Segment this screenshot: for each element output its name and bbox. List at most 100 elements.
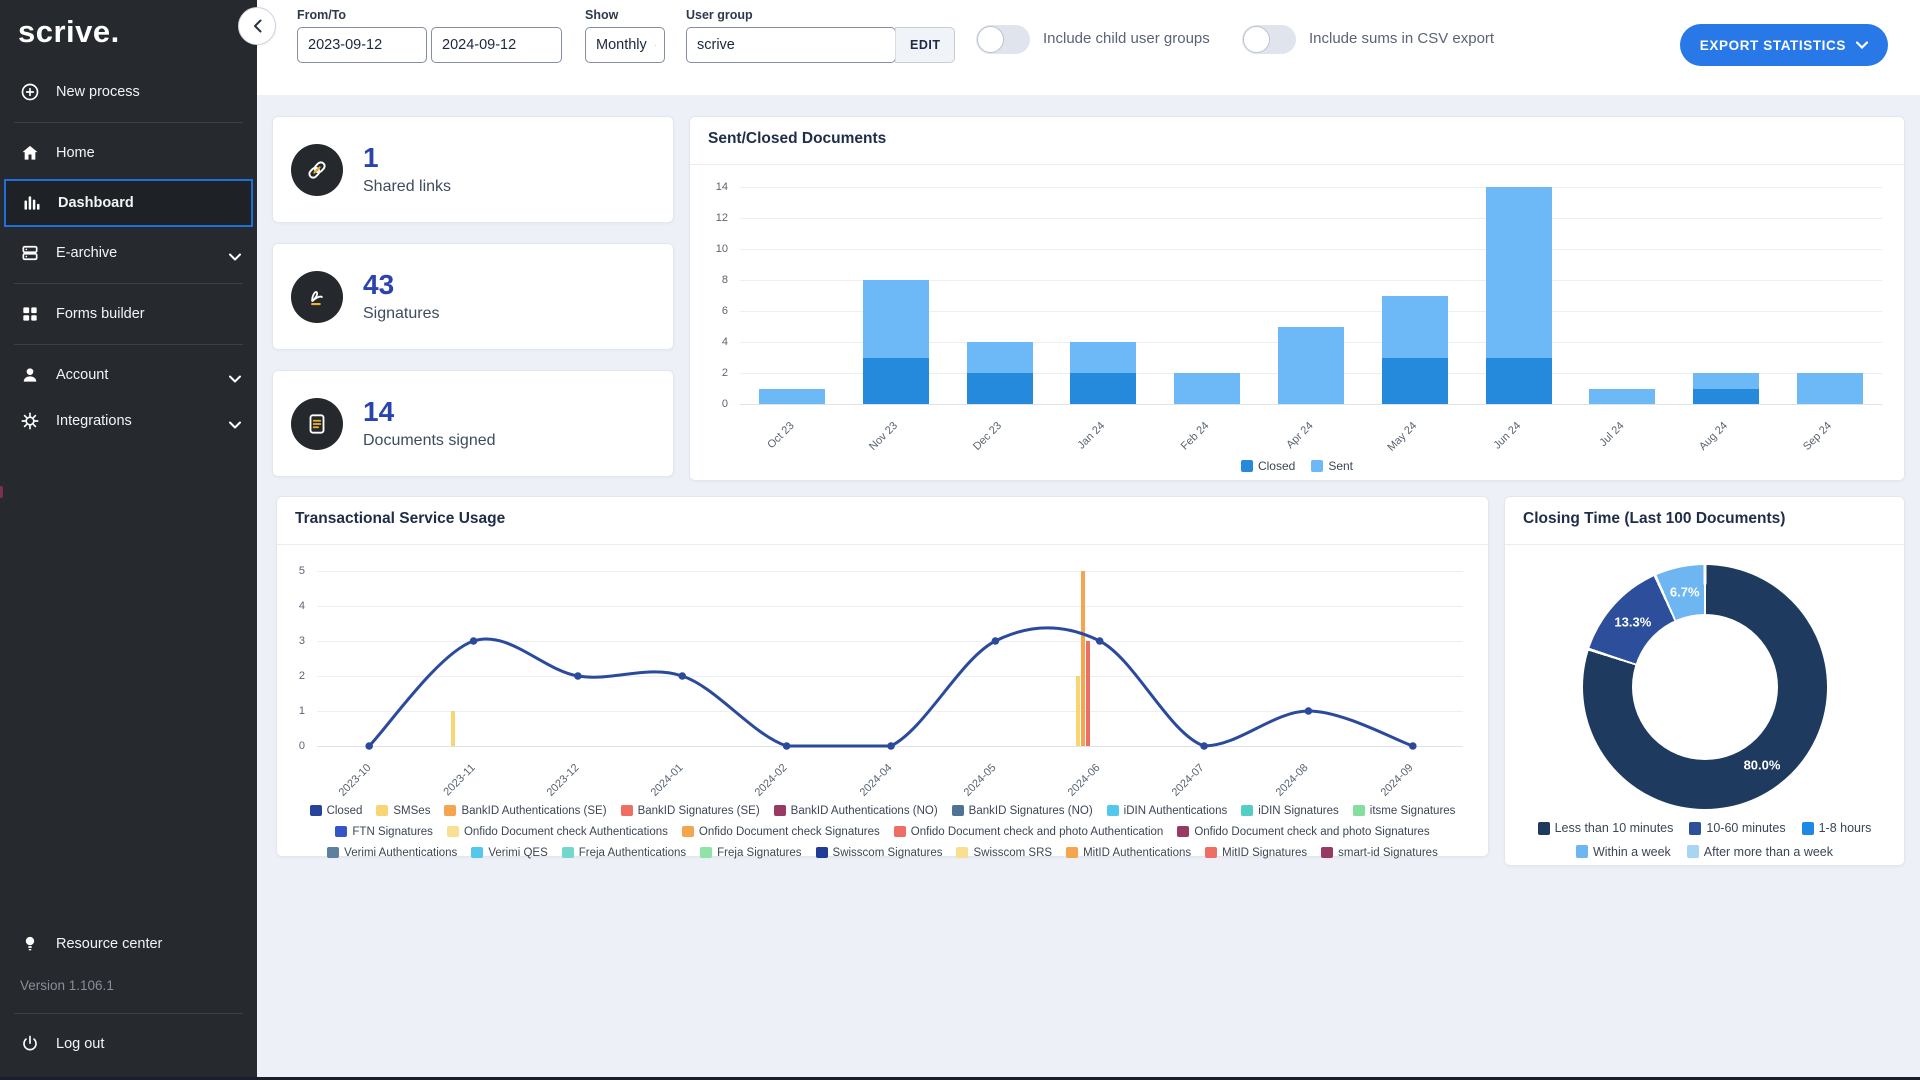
sidebar-item-e-archive[interactable]: E-archive (0, 231, 257, 275)
link-icon (291, 143, 343, 196)
gridline (740, 249, 1882, 250)
bar-group (844, 187, 948, 404)
shared-links-label: Shared links (363, 177, 452, 195)
legend-label: Swisscom Signatures (832, 846, 943, 859)
sidebar-item-integrations[interactable]: Integrations (0, 399, 257, 443)
legend-item[interactable]: FTN Signatures (335, 826, 433, 838)
toggle-knob (977, 26, 1004, 53)
sidebar-item-forms-builder[interactable]: Forms builder (0, 292, 257, 336)
legend-label: itsme Signatures (1369, 804, 1456, 817)
legend-item[interactable]: Swisscom Signatures (815, 846, 943, 859)
legend-item[interactable]: BankID Authentications (SE) (444, 805, 607, 817)
legend-color-swatch (951, 805, 964, 816)
x-tick-label: 2024-02 (753, 761, 791, 799)
legend-label: BankID Authentications (NO) (790, 804, 938, 817)
legend-item[interactable]: SMSes (376, 805, 430, 817)
legend-item[interactable]: Within a week (1575, 845, 1671, 859)
chart-title: Transactional Service Usage (277, 497, 1488, 545)
legend-item[interactable]: Onfido Document check and photo Signatur… (1177, 826, 1430, 838)
x-tick-label: Sep 24 (1801, 419, 1835, 453)
lightbulb-icon (20, 934, 40, 954)
legend-item[interactable]: Freja Authentications (561, 846, 687, 859)
include-csv-sums-toggle[interactable] (1242, 25, 1296, 54)
legend-row: Verimi Authentications Verimi QES Freja Au… (277, 845, 1488, 863)
x-axis: Oct 23 Nov 23 Dec 23 Jan 24 Feb 24 Apr 24 May … (740, 410, 1882, 462)
bar-group (1259, 187, 1363, 404)
legend-item[interactable]: Verimi Authentications (327, 847, 457, 859)
legend-label: Onfido Document check Authentications (463, 825, 668, 838)
legend-item[interactable]: 10-60 minutes (1689, 821, 1786, 835)
y-tick-label: 8 (721, 274, 728, 286)
sidebar-collapse-button[interactable] (238, 7, 276, 45)
legend-label: Sent (1328, 459, 1354, 473)
plot-area (740, 187, 1882, 405)
service-bar-1 (451, 711, 456, 746)
legend-item[interactable]: Swisscom SRS (956, 847, 1052, 859)
gridline (740, 187, 1882, 188)
show-select[interactable]: Monthly (585, 27, 665, 63)
legend-color-swatch (1240, 460, 1253, 472)
bar-segment-sent (1693, 373, 1760, 389)
include-child-groups-toggle[interactable] (976, 25, 1030, 54)
legend-item[interactable]: Less than 10 minutes (1537, 821, 1673, 835)
legend-item[interactable]: itsme Signatures (1352, 804, 1456, 817)
legend-item[interactable]: Sent (1311, 459, 1353, 473)
legend-label: Freja Signatures (717, 846, 802, 859)
bar-segment-sent (862, 280, 929, 358)
legend-color-swatch (893, 826, 906, 837)
legend-label: SMSes (393, 804, 431, 817)
sidebar-item-dashboard[interactable]: Dashboard (4, 179, 253, 227)
legend-item[interactable]: MitID Authentications (1066, 847, 1191, 859)
donut-chart: 80.0% 13.3% 6.7% (1583, 565, 1827, 809)
chevron-down-icon (654, 44, 656, 46)
sidebar-item-new-process[interactable]: New process (0, 70, 257, 114)
legend-item[interactable]: iDIN Authentications (1106, 805, 1227, 817)
legend-item[interactable]: Closed (1240, 459, 1296, 473)
user-group-input[interactable] (686, 27, 896, 63)
y-tick-label: 2 (721, 367, 728, 379)
filter-toolbar: From/To Show Monthly User group EDIT Inc… (257, 0, 1920, 95)
legend-item[interactable]: MitID Signatures (1205, 847, 1307, 859)
legend-item[interactable]: 1-8 hours (1801, 821, 1871, 835)
legend-label: Freja Authentications (578, 846, 687, 859)
sidebar-item-resource-center[interactable]: Resource center (0, 922, 257, 966)
archive-icon (20, 243, 40, 263)
x-tick-label: 2024-09 (1378, 761, 1416, 799)
legend-color-swatch (1241, 805, 1254, 816)
legend-item[interactable]: iDIN Signatures (1241, 805, 1339, 817)
from-to-label: From/To (297, 8, 347, 22)
y-tick-label: 3 (298, 635, 305, 647)
legend-label: Closed (326, 804, 363, 817)
x-tick-label: May 24 (1385, 419, 1420, 454)
bar-segment-closed (862, 357, 929, 404)
legend-label: Closed (1257, 459, 1296, 473)
legend-item[interactable]: smart-id Signatures (1321, 847, 1438, 859)
legend-item[interactable]: Onfido Document check Authentications (446, 825, 668, 838)
chevron-down-icon (229, 249, 241, 261)
legend-item[interactable]: After more than a week (1686, 845, 1833, 859)
toggle-knob (1243, 26, 1270, 53)
chart-legend: Closed SMSes BankID Authentications (SE) Ba… (277, 803, 1488, 866)
bottom-border (0, 1077, 1920, 1080)
legend-item[interactable]: BankID Signatures (NO) (951, 805, 1093, 817)
date-to-input[interactable] (431, 27, 562, 63)
legend-item[interactable]: Freja Signatures (700, 846, 802, 859)
shared-links-count: 1 (363, 142, 379, 174)
legend-item[interactable]: Verimi QES (471, 847, 548, 859)
legend-item[interactable]: BankID Authentications (NO) (773, 804, 938, 817)
edit-user-group-button[interactable]: EDIT (895, 27, 956, 63)
legend-color-swatch (1177, 826, 1190, 837)
sidebar-item-logout[interactable]: Log out (0, 1022, 257, 1066)
legend-item[interactable]: Onfido Document check Signatures (681, 826, 880, 838)
export-statistics-button[interactable]: EXPORT STATISTICS (1679, 24, 1888, 66)
bar-segment-sent (966, 342, 1033, 373)
legend-item[interactable]: Onfido Document check and photo Authenti… (893, 826, 1163, 838)
date-from-input[interactable] (297, 27, 427, 63)
legend-color-swatch (1689, 821, 1702, 835)
sidebar-item-home[interactable]: Home (0, 131, 257, 175)
export-statistics-label: EXPORT STATISTICS (1699, 37, 1846, 53)
legend-item[interactable]: BankID Signatures (SE) (620, 805, 760, 817)
legend-color-swatch (309, 805, 322, 816)
legend-item[interactable]: Closed (309, 804, 363, 817)
sidebar-item-account[interactable]: Account (0, 353, 257, 397)
